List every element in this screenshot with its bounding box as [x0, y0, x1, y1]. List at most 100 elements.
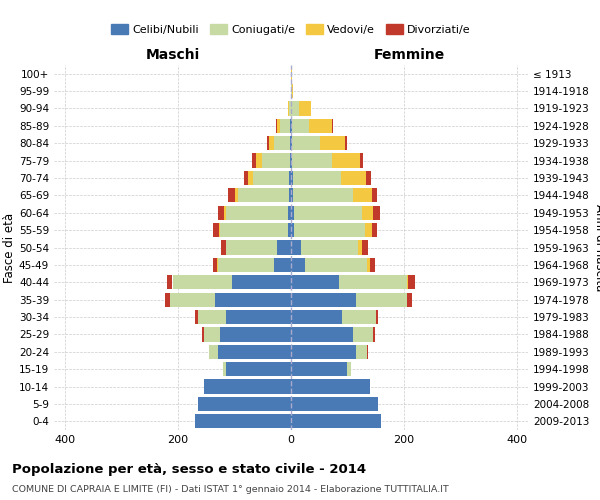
Bar [229, 188, 235, 202]
Bar [332, 118, 333, 133]
Bar [291, 171, 293, 185]
Bar [301, 240, 358, 254]
Bar [291, 344, 356, 359]
Bar [305, 258, 367, 272]
Bar [407, 275, 408, 289]
Bar [218, 344, 291, 359]
Bar [291, 206, 294, 220]
Bar [165, 292, 170, 307]
Bar [212, 258, 217, 272]
Bar [367, 258, 370, 272]
Bar [195, 414, 291, 428]
Bar [370, 258, 374, 272]
Bar [219, 223, 220, 237]
Bar [218, 258, 274, 272]
Bar [167, 275, 173, 289]
Bar [353, 188, 372, 202]
Bar [215, 292, 291, 307]
Bar [291, 154, 292, 168]
Bar [299, 102, 311, 116]
Bar [295, 223, 365, 237]
Bar [291, 292, 356, 307]
Text: COMUNE DI CAPRAIA E LIMITE (FI) - Dati ISTAT 1° gennaio 2014 - Elaborazione TUTT: COMUNE DI CAPRAIA E LIMITE (FI) - Dati I… [12, 485, 449, 494]
Bar [353, 328, 373, 342]
Bar [173, 275, 232, 289]
Bar [289, 171, 291, 185]
Bar [221, 240, 226, 254]
Bar [226, 310, 291, 324]
Bar [277, 118, 280, 133]
Bar [339, 275, 407, 289]
Bar [202, 328, 203, 342]
Y-axis label: Fasce di età: Fasce di età [3, 212, 16, 282]
Bar [289, 188, 291, 202]
Bar [345, 136, 347, 150]
Bar [203, 380, 291, 394]
Bar [365, 223, 371, 237]
Bar [356, 344, 367, 359]
Bar [371, 223, 377, 237]
Bar [291, 223, 295, 237]
Bar [238, 188, 289, 202]
Bar [291, 102, 299, 116]
Bar [373, 328, 375, 342]
Bar [218, 206, 224, 220]
Bar [232, 275, 291, 289]
Bar [292, 84, 293, 98]
Bar [291, 380, 370, 394]
Bar [203, 328, 220, 342]
Bar [277, 240, 291, 254]
Bar [235, 188, 238, 202]
Bar [292, 154, 332, 168]
Bar [291, 397, 379, 411]
Bar [287, 223, 291, 237]
Bar [280, 118, 290, 133]
Bar [360, 154, 362, 168]
Bar [290, 118, 291, 133]
Bar [195, 310, 198, 324]
Bar [269, 136, 274, 150]
Bar [347, 362, 352, 376]
Bar [251, 154, 256, 168]
Bar [267, 136, 269, 150]
Bar [256, 154, 262, 168]
Bar [274, 258, 291, 272]
Bar [291, 188, 293, 202]
Bar [291, 328, 353, 342]
Bar [342, 310, 376, 324]
Bar [290, 154, 291, 168]
Bar [223, 362, 226, 376]
Bar [198, 397, 291, 411]
Bar [408, 275, 415, 289]
Text: Maschi: Maschi [145, 48, 200, 62]
Bar [358, 240, 362, 254]
Bar [220, 223, 287, 237]
Bar [366, 171, 371, 185]
Bar [294, 206, 362, 220]
Bar [291, 258, 305, 272]
Bar [209, 344, 218, 359]
Bar [198, 310, 226, 324]
Bar [373, 206, 380, 220]
Bar [332, 154, 360, 168]
Bar [170, 292, 215, 307]
Bar [226, 240, 277, 254]
Bar [292, 118, 309, 133]
Bar [291, 84, 292, 98]
Bar [274, 136, 290, 150]
Bar [407, 292, 412, 307]
Text: Femmine: Femmine [374, 48, 445, 62]
Bar [291, 240, 301, 254]
Bar [288, 206, 291, 220]
Bar [291, 275, 339, 289]
Bar [362, 206, 373, 220]
Bar [293, 171, 341, 185]
Legend: Celibi/Nubili, Coniugati/e, Vedovi/e, Divorziati/e: Celibi/Nubili, Coniugati/e, Vedovi/e, Di… [107, 20, 475, 39]
Bar [309, 118, 332, 133]
Bar [320, 136, 345, 150]
Bar [226, 206, 288, 220]
Bar [244, 171, 248, 185]
Bar [362, 240, 368, 254]
Bar [213, 223, 219, 237]
Bar [341, 171, 366, 185]
